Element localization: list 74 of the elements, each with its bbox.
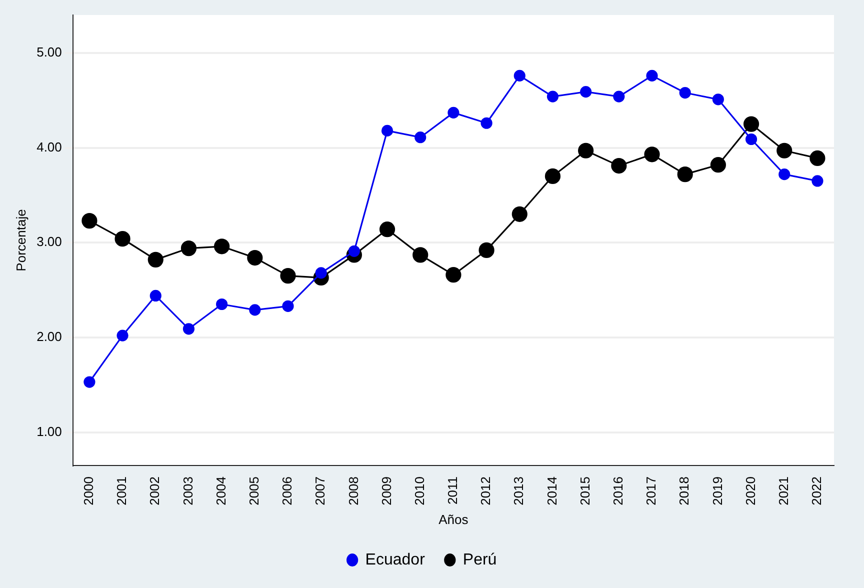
x-tick-label: 2014 bbox=[544, 476, 560, 506]
point bbox=[710, 157, 726, 173]
point bbox=[148, 252, 164, 268]
point bbox=[249, 304, 261, 316]
point bbox=[182, 323, 195, 335]
x-tick-label: 2007 bbox=[312, 476, 328, 506]
x-tick-label: 2012 bbox=[478, 476, 494, 506]
point bbox=[812, 175, 824, 187]
point bbox=[745, 133, 758, 146]
x-tick-label: 2005 bbox=[246, 476, 262, 506]
x-tick-label: 2006 bbox=[280, 476, 295, 506]
y-tick-label: 3.00 bbox=[36, 234, 62, 250]
x-tick-label: 2017 bbox=[644, 476, 659, 506]
x-tick-label: 2009 bbox=[378, 476, 394, 506]
x-tick-label: 2022 bbox=[809, 476, 824, 506]
x-tick-label: 2001 bbox=[114, 476, 130, 506]
x-tick-label: 2010 bbox=[412, 476, 427, 506]
x-tick-label: 2018 bbox=[676, 476, 692, 506]
point bbox=[84, 376, 96, 388]
x-tick-label: 2002 bbox=[147, 476, 162, 506]
point bbox=[247, 250, 263, 266]
x-tick-label: 2016 bbox=[610, 476, 626, 506]
point bbox=[414, 132, 426, 144]
x-tick-label: 2020 bbox=[742, 476, 758, 506]
point bbox=[82, 213, 98, 229]
point bbox=[679, 86, 691, 99]
point bbox=[514, 70, 526, 82]
point bbox=[446, 267, 462, 283]
point bbox=[544, 168, 561, 184]
point bbox=[578, 142, 594, 158]
point bbox=[214, 238, 230, 254]
y-tick-label: 1.00 bbox=[36, 424, 62, 439]
point bbox=[778, 168, 790, 180]
point bbox=[180, 240, 197, 256]
x-tick-label: 2019 bbox=[710, 476, 725, 506]
x-tick-label: 2008 bbox=[346, 476, 361, 506]
point bbox=[512, 206, 528, 222]
x-tick-label: 2015 bbox=[577, 476, 592, 506]
point bbox=[478, 242, 494, 258]
point bbox=[646, 70, 658, 82]
x-tick-label: 2021 bbox=[776, 476, 791, 506]
point bbox=[613, 90, 625, 102]
point bbox=[216, 298, 228, 310]
x-tick-label: 2000 bbox=[81, 476, 96, 506]
point bbox=[712, 94, 724, 106]
point bbox=[546, 90, 559, 102]
point bbox=[379, 222, 396, 238]
point bbox=[644, 146, 660, 162]
point bbox=[412, 247, 428, 263]
point bbox=[282, 300, 294, 312]
y-tick-label: 5.00 bbox=[36, 44, 62, 60]
point bbox=[810, 150, 826, 166]
point bbox=[150, 290, 162, 302]
point bbox=[448, 106, 460, 118]
y-tick-label: 4.00 bbox=[36, 139, 62, 154]
y-tick-label: 2.00 bbox=[36, 329, 62, 344]
point bbox=[611, 158, 627, 174]
point bbox=[480, 117, 492, 129]
y-axis-title: Porcentaje bbox=[13, 209, 28, 272]
x-tick-label: 2011 bbox=[445, 476, 460, 504]
point bbox=[677, 166, 693, 182]
point bbox=[114, 231, 130, 247]
legend-label: Ecuador bbox=[365, 551, 426, 568]
point bbox=[776, 142, 792, 158]
x-tick-label: 2004 bbox=[213, 476, 228, 506]
x-axis-title: Años bbox=[438, 512, 469, 527]
legend-label: Perú bbox=[462, 551, 497, 568]
point bbox=[381, 124, 394, 136]
point bbox=[280, 268, 296, 284]
point bbox=[116, 330, 128, 342]
point bbox=[580, 86, 592, 98]
x-tick-label: 2003 bbox=[180, 476, 196, 506]
x-tick-label: 2013 bbox=[511, 476, 526, 506]
point bbox=[743, 116, 760, 132]
